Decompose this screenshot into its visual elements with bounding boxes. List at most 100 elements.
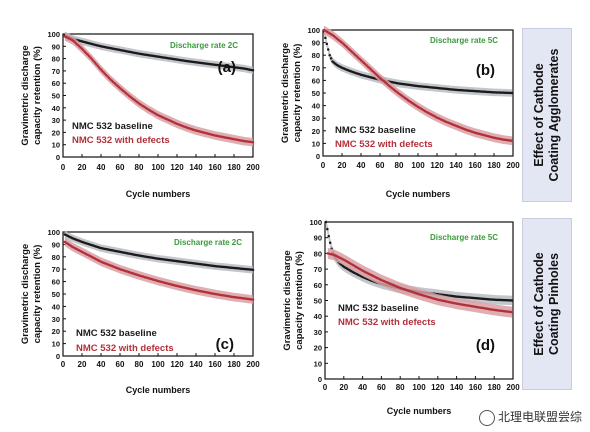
y-tick-label: 10 xyxy=(52,340,60,349)
side-label-line1: Effect of Cathode xyxy=(532,252,546,356)
x-tick-label: 80 xyxy=(396,383,405,392)
y-tick-label: 50 xyxy=(314,297,322,306)
data-point-baseline xyxy=(326,48,330,51)
y-tick-label: 0 xyxy=(56,352,60,361)
data-point-baseline xyxy=(251,69,255,72)
y-tick-label: 70 xyxy=(314,265,322,274)
y-tick-label: 90 xyxy=(52,42,60,51)
y-tick-label: 90 xyxy=(52,240,60,249)
error-band-baseline xyxy=(64,230,254,274)
panel-label: (d) xyxy=(476,337,495,354)
y-tick-label: 10 xyxy=(312,139,320,148)
x-tick-label: 20 xyxy=(339,383,348,392)
x-tick-label: 160 xyxy=(468,161,482,170)
data-point-defects xyxy=(90,57,94,61)
data-point-baseline xyxy=(329,57,333,60)
error-band-baseline xyxy=(325,217,513,306)
y-tick-label: 10 xyxy=(52,141,60,150)
x-tick-label: 180 xyxy=(227,163,241,172)
y-tick-label: 30 xyxy=(52,116,60,125)
y-tick-label: 60 xyxy=(312,76,320,85)
x-tick-label: 200 xyxy=(506,161,520,170)
data-point-defects xyxy=(93,61,97,64)
y-axis-label: Gravimetric discharge xyxy=(280,43,291,143)
rate-annotation: Discharge rate 2C xyxy=(170,41,238,50)
x-tick-label: 120 xyxy=(170,360,184,369)
x-tick-label: 0 xyxy=(321,161,326,170)
x-tick-label: 200 xyxy=(246,163,260,172)
side-label-pinholes: Effect of Cathode Coating Pinholes xyxy=(522,218,572,390)
y-axis-label: capacity retention (%) xyxy=(294,251,305,350)
x-tick-label: 40 xyxy=(358,383,367,392)
data-point-baseline xyxy=(324,36,327,40)
rate-annotation: Discharge rate 2C xyxy=(174,238,242,247)
panel-label: (c) xyxy=(216,336,234,353)
chart-panel-c: 0 20 40 60 80 100 120 140 160 180 200 0 10 20 30 40 50 60… xyxy=(20,228,260,395)
x-tick-label: 180 xyxy=(488,383,502,392)
panel-label: (a) xyxy=(218,59,236,76)
x-tick-label: 40 xyxy=(357,161,366,170)
legend-entry: NMC 532 with defects xyxy=(338,317,436,328)
data-point-baseline xyxy=(510,299,514,302)
x-tick-label: 120 xyxy=(431,383,445,392)
data-point-defects xyxy=(511,310,514,314)
x-tick-label: 160 xyxy=(208,163,222,172)
y-tick-label: 60 xyxy=(52,79,60,88)
x-tick-label: 0 xyxy=(61,360,66,369)
error-band-defects xyxy=(327,247,513,318)
legend-entry: NMC 532 baseline xyxy=(335,125,416,136)
data-point-defects xyxy=(96,64,99,68)
data-point-baseline xyxy=(328,241,332,245)
legend-entry: NMC 532 with defects xyxy=(335,139,433,150)
error-band-defects xyxy=(64,32,254,147)
x-tick-label: 20 xyxy=(78,360,87,369)
x-tick-label: 160 xyxy=(208,360,222,369)
side-label-line2: Coating Pinholes xyxy=(547,252,561,356)
x-tick-label: 100 xyxy=(151,360,165,369)
x-axis-label: Cycle numbers xyxy=(126,385,191,395)
data-point-baseline xyxy=(510,91,514,95)
y-tick-label: 30 xyxy=(314,328,322,337)
legend-entry: NMC 532 with defects xyxy=(76,343,174,354)
x-tick-label: 200 xyxy=(246,360,260,369)
y-tick-label: 40 xyxy=(312,102,320,111)
x-tick-label: 140 xyxy=(449,161,463,170)
data-point-baseline xyxy=(324,220,328,224)
rate-annotation: Discharge rate 5C xyxy=(430,233,498,242)
y-tick-label: 0 xyxy=(56,153,60,162)
x-tick-label: 120 xyxy=(170,163,184,172)
panel-label: (b) xyxy=(476,62,495,79)
y-tick-label: 100 xyxy=(307,26,320,35)
data-point-baseline xyxy=(326,227,329,231)
x-axis-label: Cycle numbers xyxy=(387,406,452,416)
error-band-defects xyxy=(323,25,513,146)
x-tick-label: 140 xyxy=(189,163,203,172)
data-point-baseline xyxy=(327,234,331,238)
chart-panel-d: 0 20 40 60 80 100 120 140 160 180 200 0 10 20 30 40 50 60… xyxy=(282,217,520,416)
x-tick-label: 80 xyxy=(135,360,144,369)
x-tick-label: 60 xyxy=(376,161,385,170)
watermark-text: 北理电联盟尝综 xyxy=(497,410,582,425)
x-tick-label: 120 xyxy=(430,161,444,170)
chart-panel-a: 0 20 40 60 80 100 120 140 160 180 200 0 10 20 30 40 50 60… xyxy=(20,30,260,199)
x-tick-label: 0 xyxy=(61,163,66,172)
x-tick-label: 100 xyxy=(151,163,165,172)
y-axis-label: Gravimetric discharge xyxy=(282,250,293,350)
x-tick-label: 100 xyxy=(411,161,425,170)
y-axis-label: Gravimetric discharge xyxy=(20,45,31,145)
chart-panel-b: 0 20 40 60 80 100 120 140 160 180 200 0 10 20 30 40 50 60… xyxy=(280,25,520,199)
x-tick-label: 140 xyxy=(189,360,203,369)
watermark: 北理电联盟尝综 xyxy=(478,408,582,426)
y-tick-label: 50 xyxy=(52,92,60,101)
y-tick-label: 20 xyxy=(52,128,60,137)
y-tick-label: 80 xyxy=(52,253,60,262)
side-label-agglomerates: Effect of Cathode Coating Agglomerates xyxy=(522,28,572,202)
x-tick-label: 200 xyxy=(506,383,520,392)
x-tick-label: 20 xyxy=(78,163,87,172)
y-tick-label: 40 xyxy=(314,312,322,321)
y-tick-label: 80 xyxy=(314,249,322,258)
y-tick-label: 0 xyxy=(318,375,322,384)
y-tick-label: 100 xyxy=(309,218,322,227)
side-label-line2: Coating Agglomerates xyxy=(547,48,561,182)
